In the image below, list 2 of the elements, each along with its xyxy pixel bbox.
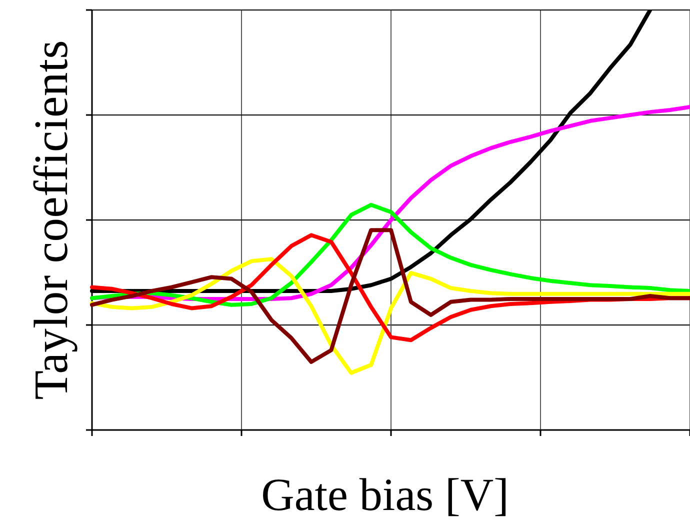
y-axis-title: Taylor coefficients xyxy=(25,40,78,400)
x-axis-title: Gate bias [V] xyxy=(260,469,510,520)
